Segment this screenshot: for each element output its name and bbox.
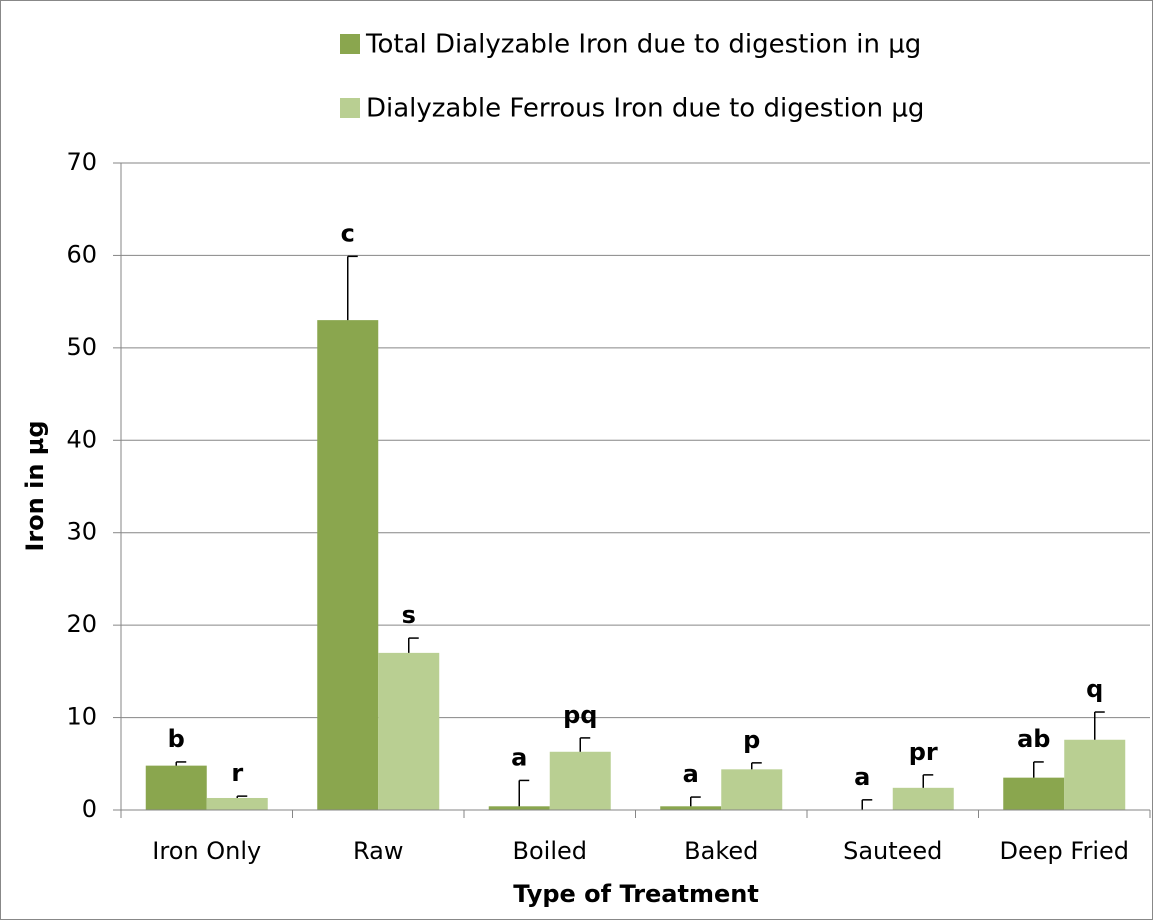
x-axis-title: Type of Treatment xyxy=(513,880,759,908)
bar xyxy=(721,769,783,810)
data-label: r xyxy=(231,759,243,787)
data-label: c xyxy=(341,219,355,247)
bar xyxy=(378,652,440,810)
bar xyxy=(1003,777,1065,810)
data-label: pq xyxy=(563,701,597,729)
data-label: a xyxy=(683,760,699,788)
y-tick-label: 50 xyxy=(66,333,97,361)
y-axis-title: Iron in µg xyxy=(21,420,49,551)
y-tick-label: 40 xyxy=(66,425,97,453)
data-label: a xyxy=(511,743,527,771)
y-tick-label: 60 xyxy=(66,240,97,268)
y-tick-label: 70 xyxy=(66,148,97,176)
data-label: ab xyxy=(1017,725,1050,753)
data-label: a xyxy=(854,763,870,791)
bar xyxy=(145,765,207,810)
bar xyxy=(549,751,611,810)
data-label: p xyxy=(743,726,760,754)
y-tick-label: 30 xyxy=(66,518,97,546)
bar xyxy=(488,806,550,810)
x-tick-label: Baked xyxy=(684,837,758,865)
y-tick-label: 0 xyxy=(82,795,97,823)
legend-label: Dialyzable Ferrous Iron due to digestion… xyxy=(366,94,924,124)
data-label: b xyxy=(168,725,185,753)
y-tick-label: 10 xyxy=(66,703,97,731)
bar xyxy=(660,806,722,810)
x-tick-label: Iron Only xyxy=(152,837,261,865)
x-tick-label: Boiled xyxy=(513,837,587,865)
x-tick-label: Deep Fried xyxy=(1000,837,1129,865)
bar xyxy=(1064,739,1126,810)
data-label: q xyxy=(1086,675,1103,703)
bar xyxy=(892,787,954,810)
bar xyxy=(317,320,379,810)
bar xyxy=(206,797,268,810)
x-tick-label: Sauteed xyxy=(843,837,942,865)
y-tick-label: 20 xyxy=(66,610,97,638)
data-label: pr xyxy=(909,738,938,766)
x-tick-label: Raw xyxy=(353,837,403,865)
legend-swatch xyxy=(340,34,360,54)
legend-swatch xyxy=(340,98,360,118)
legend-label: Total Dialyzable Iron due to digestion i… xyxy=(365,30,921,60)
data-label: s xyxy=(402,601,416,629)
